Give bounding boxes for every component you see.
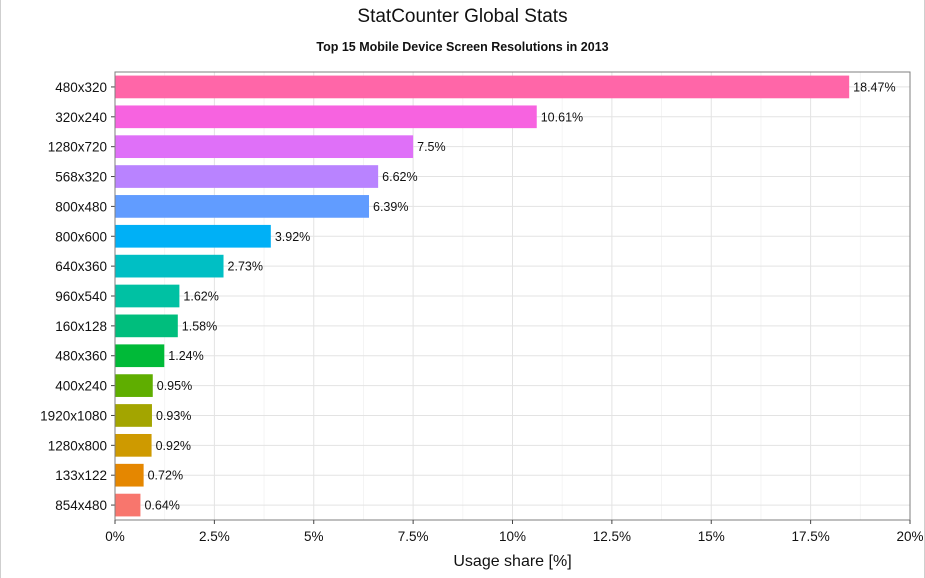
bar-1920x1080: [115, 404, 152, 427]
bar-480x320: [115, 75, 850, 99]
bar-960x540: [115, 284, 180, 308]
x-tick-label: 15%: [698, 529, 725, 544]
value-label-1920x1080: 0.93%: [156, 409, 191, 423]
x-tick-label: 5%: [304, 529, 324, 544]
x-tick-label: 10%: [499, 529, 526, 544]
value-label-320x240: 10.61%: [541, 110, 583, 124]
value-label-133x122: 0.72%: [148, 469, 183, 483]
bar-640x360: [115, 254, 224, 278]
bar-1280x720: [115, 135, 414, 159]
category-label-480x360: 480x360: [55, 349, 107, 364]
category-label-400x240: 400x240: [55, 379, 107, 394]
x-tick-label: 12.5%: [593, 529, 631, 544]
value-label-480x360: 1.24%: [168, 349, 203, 363]
value-label-800x600: 3.92%: [275, 230, 310, 244]
bar-400x240: [115, 374, 153, 397]
x-tick-label: 20%: [896, 529, 923, 544]
bar-480x360: [115, 344, 165, 368]
category-label-854x480: 854x480: [55, 498, 107, 513]
value-label-568x320: 6.62%: [382, 170, 417, 184]
value-label-800x480: 6.39%: [373, 200, 408, 214]
value-label-960x540: 1.62%: [183, 290, 218, 304]
value-label-1280x800: 0.92%: [156, 439, 191, 453]
value-label-854x480: 0.64%: [144, 499, 179, 513]
chart-title: StatCounter Global Stats: [357, 6, 568, 27]
chart-subtitle: Top 15 Mobile Device Screen Resolutions …: [316, 40, 609, 54]
value-label-400x240: 0.95%: [157, 379, 192, 393]
category-label-133x122: 133x122: [55, 468, 107, 483]
bar-800x480: [115, 195, 370, 218]
bar-1280x800: [115, 433, 152, 457]
category-label-800x600: 800x600: [55, 229, 107, 244]
bar-568x320: [115, 165, 379, 188]
bar-320x240: [115, 105, 537, 129]
x-tick-label: 0%: [105, 529, 125, 544]
value-label-640x360: 2.73%: [228, 260, 263, 274]
value-label-1280x720: 7.5%: [417, 140, 446, 154]
category-label-960x540: 960x540: [55, 289, 107, 304]
bar-854x480: [115, 493, 141, 517]
category-label-1280x720: 1280x720: [48, 140, 107, 155]
category-label-1920x1080: 1920x1080: [40, 408, 107, 423]
category-label-1280x800: 1280x800: [48, 438, 107, 453]
category-label-800x480: 800x480: [55, 199, 107, 214]
category-label-568x320: 568x320: [55, 170, 107, 185]
bar-160x128: [115, 314, 178, 338]
x-axis-label: Usage share [%]: [453, 553, 572, 570]
category-label-480x320: 480x320: [55, 80, 107, 95]
x-tick-label: 2.5%: [199, 529, 230, 544]
x-tick-label: 7.5%: [398, 529, 429, 544]
category-label-640x360: 640x360: [55, 259, 107, 274]
category-label-160x128: 160x128: [55, 319, 107, 334]
value-label-160x128: 1.58%: [182, 319, 217, 333]
bar-133x122: [115, 463, 144, 487]
x-tick-label: 17.5%: [791, 529, 829, 544]
category-label-320x240: 320x240: [55, 110, 107, 125]
bar-800x600: [115, 224, 271, 248]
value-label-480x320: 18.47%: [853, 80, 895, 94]
